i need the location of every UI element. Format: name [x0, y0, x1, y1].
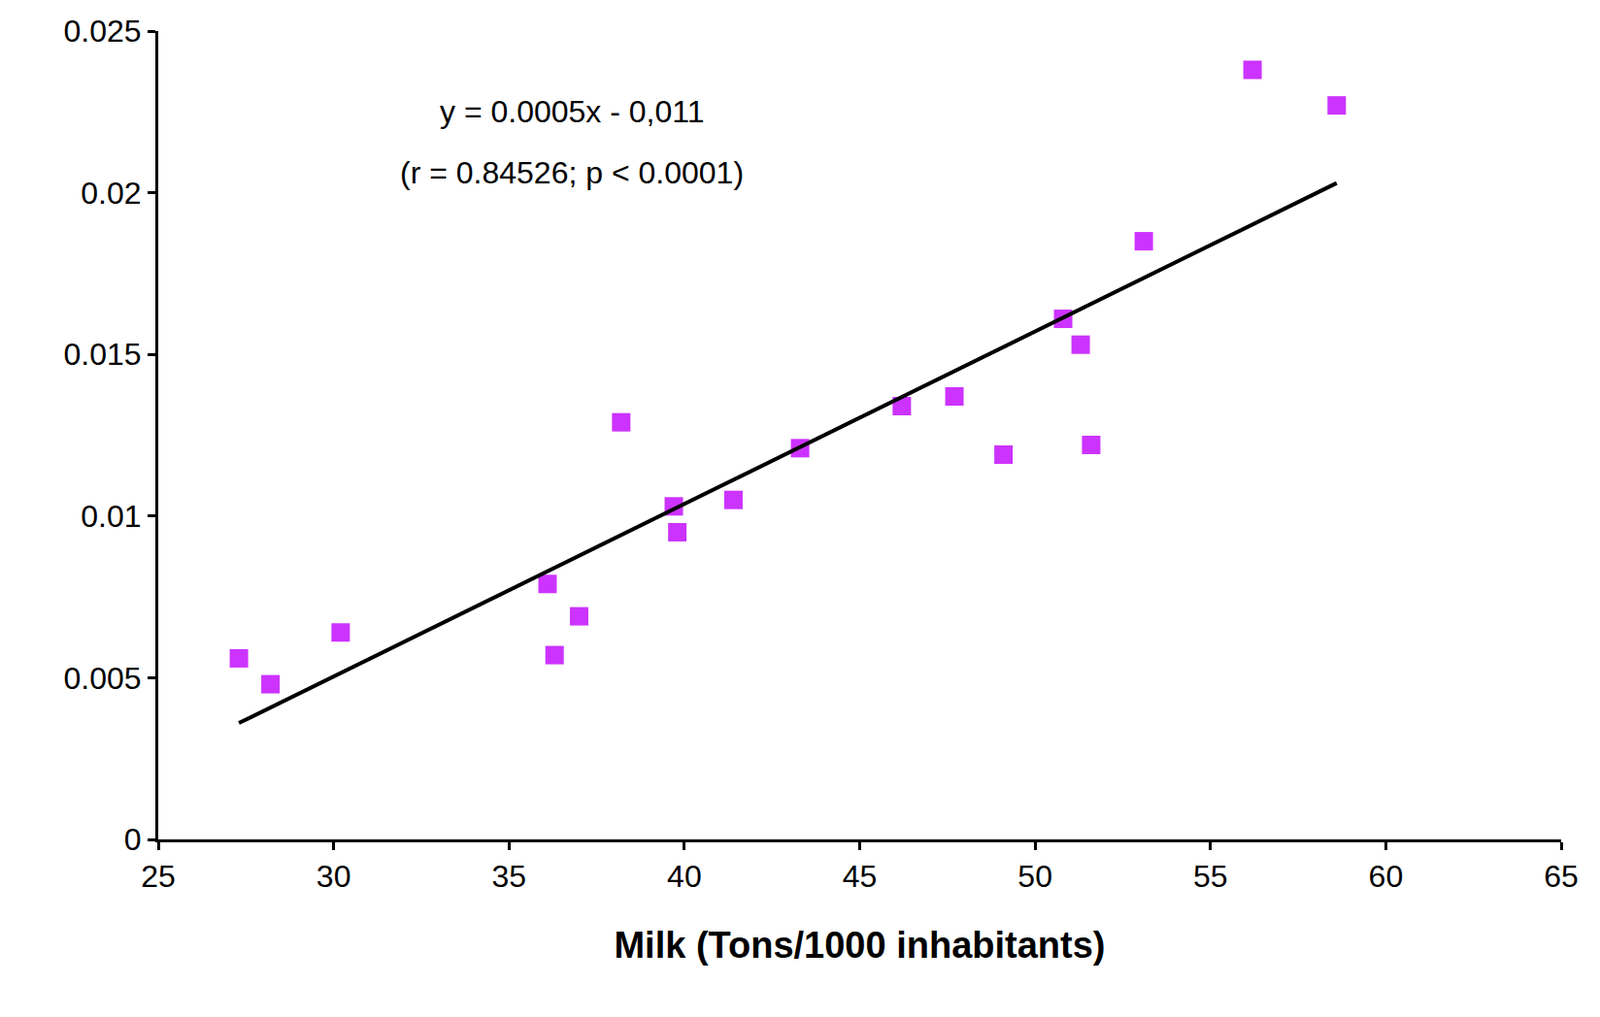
svg-text:Milk (Tons/1000 inhabitants): Milk (Tons/1000 inhabitants)	[613, 925, 1105, 967]
svg-text:0.01: 0.01	[80, 499, 141, 534]
svg-text:0.015: 0.015	[64, 336, 142, 372]
svg-text:50: 50	[1017, 859, 1053, 895]
svg-text:25: 25	[140, 859, 176, 895]
svg-text:y = 0.0005x - 0,011: y = 0.0005x - 0,011	[439, 94, 704, 130]
svg-text:40: 40	[666, 859, 702, 895]
svg-text:65: 65	[1543, 859, 1579, 895]
svg-text:0.025: 0.025	[64, 13, 142, 49]
svg-text:0.02: 0.02	[80, 175, 141, 211]
svg-text:30: 30	[316, 859, 352, 895]
svg-text:35: 35	[491, 859, 527, 895]
svg-text:0.005: 0.005	[64, 661, 142, 697]
svg-text:45: 45	[842, 859, 878, 895]
svg-text:60: 60	[1368, 859, 1404, 895]
svg-text:0: 0	[124, 822, 142, 858]
svg-text:(r = 0.84526; p < 0.0001): (r = 0.84526; p < 0.0001)	[400, 155, 744, 191]
svg-text:55: 55	[1193, 859, 1229, 895]
